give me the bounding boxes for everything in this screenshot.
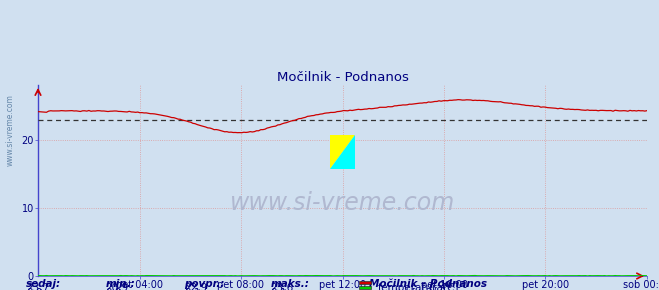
Text: temperatura[C]: temperatura[C]	[378, 283, 459, 290]
Text: 22,9: 22,9	[185, 283, 208, 290]
Text: 0,1: 0,1	[270, 288, 287, 290]
Polygon shape	[330, 135, 355, 169]
Text: min.:: min.:	[105, 278, 135, 289]
Text: pretok[m3/s]: pretok[m3/s]	[378, 288, 445, 290]
Text: 0,0: 0,0	[105, 288, 122, 290]
Text: www.si-vreme.com: www.si-vreme.com	[5, 95, 14, 166]
Text: Močilnik – Podnanos: Močilnik – Podnanos	[369, 278, 487, 289]
Title: Močilnik - Podnanos: Močilnik - Podnanos	[277, 71, 409, 84]
Bar	[359, 286, 371, 289]
Text: 20,9: 20,9	[105, 283, 129, 290]
Text: povpr.:: povpr.:	[185, 278, 225, 289]
Bar	[359, 281, 371, 284]
Text: maks.:: maks.:	[270, 278, 309, 289]
Text: 25,6: 25,6	[270, 283, 293, 290]
Text: sedaj:: sedaj:	[26, 278, 61, 289]
Text: 23,7: 23,7	[26, 283, 49, 290]
Polygon shape	[330, 135, 355, 169]
Text: 0,1: 0,1	[185, 288, 201, 290]
Text: www.si-vreme.com: www.si-vreme.com	[230, 191, 455, 215]
Text: 0,0: 0,0	[26, 288, 43, 290]
